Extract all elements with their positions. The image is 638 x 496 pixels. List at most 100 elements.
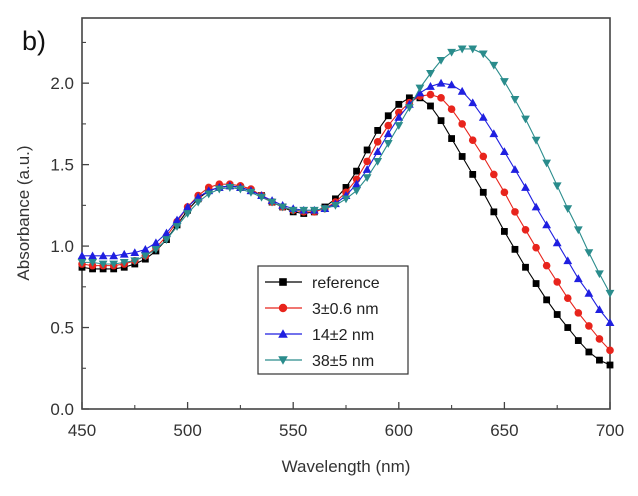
data-point [468,98,478,107]
legend-label: 3±0.6 nm [312,301,379,318]
data-point [500,78,509,86]
data-point [595,305,604,314]
data-point [510,96,520,104]
data-point [574,309,583,317]
data-point [595,270,604,279]
data-point [140,244,150,253]
x-axis-title: Wavelength (nm) [282,457,411,476]
data-point [511,208,519,216]
data-point [426,69,435,78]
data-point [521,183,530,191]
series-line [82,48,611,294]
data-point [140,252,150,261]
y-tick-label: 0.5 [50,319,74,338]
data-point [151,238,161,247]
data-point [552,182,562,191]
data-point [542,220,552,229]
data-point [130,257,140,266]
x-tick-label: 550 [279,421,307,440]
data-point [479,152,488,161]
legend-entry: 14±2 nm [265,327,374,344]
data-point [521,225,530,234]
data-point [605,318,615,327]
data-point [436,78,446,87]
y-tick-label: 1.0 [50,237,74,256]
y-tick-label: 0.0 [50,400,74,419]
data-point [437,94,445,102]
data-point [404,104,414,113]
data-point [193,198,203,207]
data-point [246,188,256,197]
data-point [352,187,361,196]
data-point [172,223,182,231]
data-point [478,50,488,59]
data-point [479,188,487,196]
data-point [469,171,477,178]
data-point [489,129,499,138]
data-point [341,195,351,204]
data-point [448,135,455,142]
legend-entry: 38±5 nm [265,353,374,370]
data-point [531,202,541,211]
data-point [267,198,277,207]
data-point [109,260,119,269]
data-point [490,208,498,216]
y-tick-label: 2.0 [50,74,74,93]
data-point [119,258,129,267]
data-point [109,251,119,260]
data-point [162,236,171,244]
legend-marker [278,329,288,338]
data-point [563,256,573,265]
data-point [193,192,203,201]
data-point [214,185,224,194]
data-point [183,210,192,218]
data-point [151,245,161,254]
data-point [405,94,413,102]
data-point [384,121,393,130]
y-tick-label: 1.5 [50,156,74,175]
data-point [427,102,434,110]
data-point [553,278,561,286]
data-point [573,226,583,235]
data-point [606,346,614,355]
data-point [511,245,519,253]
data-point [521,115,530,124]
data-point [88,251,97,260]
x-tick-label: 450 [68,421,96,440]
data-point [605,289,615,298]
data-point [606,361,614,369]
data-point [457,86,467,95]
data-point [383,129,393,138]
data-point [309,206,319,215]
data-point [510,165,520,173]
data-point [531,136,541,145]
data-point [437,117,445,125]
data-point [447,80,456,89]
data-point [532,280,540,287]
legend-marker [278,356,288,365]
data-point [98,260,108,269]
data-point [500,147,509,155]
data-point [172,215,182,224]
data-point [457,45,467,54]
data-point [522,263,529,271]
data-point [77,258,87,267]
data-point [490,170,498,179]
data-point [373,138,382,146]
data-point [468,136,477,144]
data-point [500,188,509,197]
data-point [88,258,97,267]
data-point [458,153,466,160]
legend-marker [279,278,287,286]
data-point [77,251,87,260]
legend-label: reference [312,275,380,292]
series-4 [77,45,615,298]
data-point [501,228,508,235]
data-point [563,205,573,214]
data-point [320,205,330,214]
legend-label: 14±2 nm [312,327,374,344]
legend-entry: reference [265,275,380,292]
data-point [299,206,309,215]
data-point [278,203,288,212]
data-point [119,249,129,258]
